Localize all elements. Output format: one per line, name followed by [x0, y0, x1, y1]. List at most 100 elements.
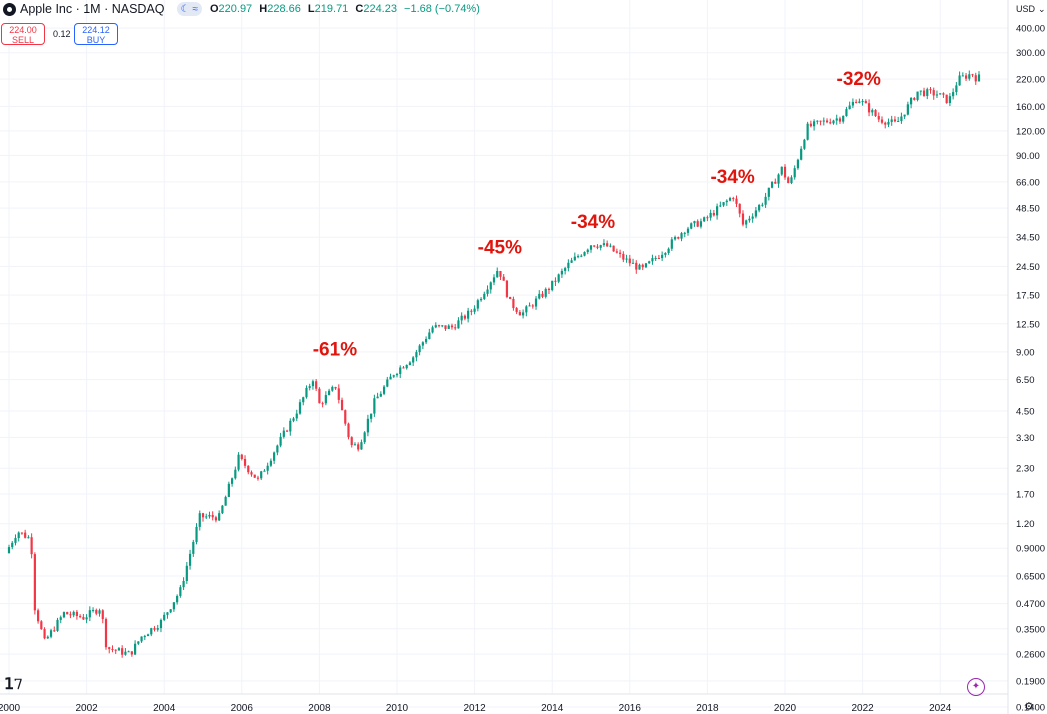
- candle-body: [66, 612, 69, 615]
- candle-body: [767, 187, 770, 197]
- candle-body: [221, 505, 224, 514]
- candle-body: [473, 308, 476, 312]
- candle-body: [512, 298, 515, 309]
- candle-body: [263, 470, 266, 472]
- change-value: −1.68 (−0.74%): [404, 3, 480, 15]
- candle-body: [935, 94, 939, 96]
- candle-body: [104, 619, 108, 648]
- candle-body: [176, 595, 179, 603]
- candle-body: [463, 315, 466, 319]
- candle-body: [231, 478, 234, 484]
- candle-body: [425, 338, 428, 343]
- candle-body: [887, 121, 890, 125]
- candle-body: [282, 430, 285, 437]
- candle-body: [825, 120, 829, 123]
- candle-body: [431, 327, 434, 333]
- candle-body: [874, 110, 877, 117]
- candle-body: [754, 210, 757, 217]
- gear-icon[interactable]: ⚙: [1024, 701, 1034, 713]
- candle-body: [496, 270, 499, 278]
- candle-body: [974, 75, 977, 82]
- sell-button[interactable]: 224.00 SELL: [1, 23, 45, 45]
- candle-body: [845, 109, 848, 116]
- candle-body: [554, 280, 557, 282]
- candle-body: [538, 293, 541, 299]
- candle-body: [761, 204, 764, 206]
- candle-body: [179, 587, 182, 596]
- candle-body: [893, 119, 897, 122]
- candle-body: [117, 648, 121, 651]
- candle-body: [871, 110, 874, 113]
- candle-body: [95, 609, 98, 614]
- candle-body: [813, 121, 816, 127]
- candle-body: [467, 310, 470, 319]
- candle-body: [858, 101, 861, 103]
- candle-body: [732, 198, 735, 200]
- candle-body: [85, 617, 88, 620]
- candle-body: [693, 221, 696, 224]
- y-tick-label: 0.2600: [1016, 650, 1045, 661]
- candle-body: [599, 245, 602, 248]
- candle-body: [657, 258, 660, 260]
- candle-body: [929, 89, 932, 91]
- candle-body: [289, 420, 292, 432]
- y-tick-label: 24.50: [1016, 262, 1040, 273]
- candle-body: [867, 103, 871, 113]
- symbol-title[interactable]: Apple Inc · 1M · NASDAQ: [20, 2, 165, 16]
- tradingview-logo-icon[interactable]: 𝟣𝟽: [4, 676, 23, 693]
- candle-body: [188, 553, 192, 566]
- candle-body: [890, 119, 893, 122]
- candle-body: [926, 89, 929, 96]
- y-tick-label: 17.50: [1016, 291, 1040, 302]
- x-tick-label: 2022: [851, 703, 874, 714]
- candle-body: [185, 565, 188, 581]
- buy-label: BUY: [86, 35, 106, 45]
- candle-body: [344, 410, 347, 424]
- y-tick-label: 0.4700: [1016, 599, 1045, 610]
- candle-body: [208, 514, 211, 517]
- candle-body: [699, 221, 703, 227]
- candle-body: [14, 538, 17, 543]
- market-status-pill[interactable]: ☾ ≈: [176, 2, 202, 16]
- candle-body: [783, 166, 787, 178]
- y-tick-label: 1.20: [1016, 519, 1035, 530]
- candle-body: [816, 120, 819, 122]
- candle-body: [677, 237, 680, 239]
- x-tick-label: 2020: [774, 703, 797, 714]
- x-tick-label: 2024: [929, 703, 952, 714]
- candle-body: [182, 580, 185, 588]
- candle-body: [150, 628, 153, 635]
- candle-body: [806, 123, 809, 140]
- candle-body: [745, 220, 748, 225]
- candle-body: [628, 258, 631, 264]
- candle-body: [670, 239, 673, 249]
- candle-body: [43, 629, 46, 639]
- candle-body: [832, 120, 835, 124]
- candle-body: [292, 418, 295, 421]
- candle-body: [864, 101, 867, 104]
- candle-body: [285, 430, 289, 432]
- high-value: 228.66: [267, 3, 301, 15]
- candle-body: [389, 376, 392, 380]
- candle-body: [247, 465, 250, 473]
- candle-body: [557, 274, 560, 282]
- candle-body: [528, 305, 531, 307]
- candle-body: [910, 97, 913, 105]
- candle-body: [580, 255, 583, 257]
- y-tick-label: 1.70: [1016, 489, 1035, 500]
- y-tick-label: 48.50: [1016, 204, 1040, 215]
- candle-body: [46, 636, 49, 639]
- sell-price: 224.00: [9, 25, 37, 35]
- candle-body: [11, 542, 14, 548]
- buy-button[interactable]: 224.12 BUY: [74, 23, 118, 45]
- currency-selector[interactable]: USD: [1016, 4, 1046, 15]
- candle-body: [308, 386, 311, 388]
- candle-body: [696, 221, 699, 227]
- candle-body: [625, 258, 628, 260]
- candle-body: [172, 602, 175, 610]
- candle-body: [340, 399, 344, 411]
- candle-body: [250, 472, 253, 475]
- sparkle-icon[interactable]: ✦: [967, 678, 985, 696]
- candle-body: [790, 177, 793, 184]
